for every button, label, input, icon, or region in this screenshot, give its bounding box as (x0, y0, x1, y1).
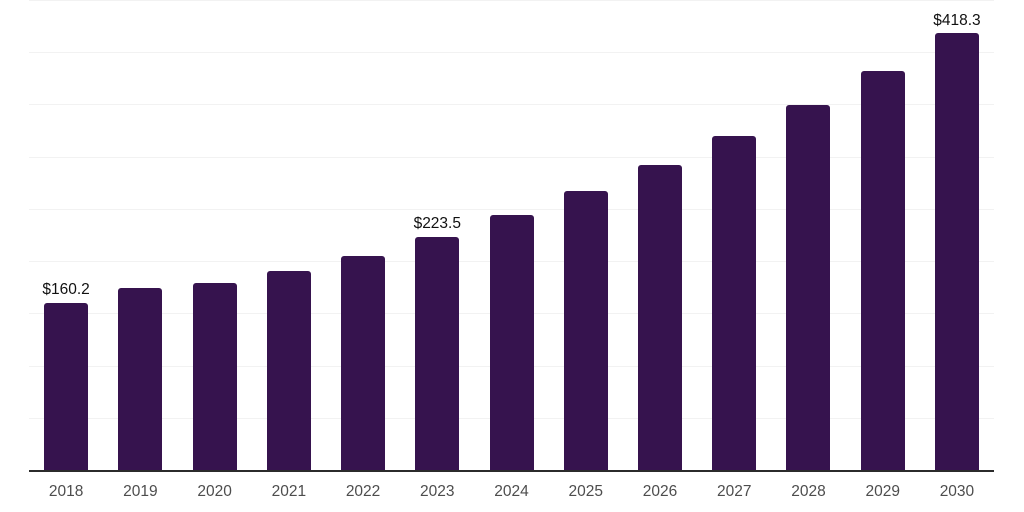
bar-slot-2030: $418.3 (920, 0, 994, 470)
x-axis-line (29, 470, 994, 472)
bar-value-label-2018: $160.2 (42, 281, 90, 299)
bar-slot-2026 (623, 0, 697, 470)
plot-area: $160.2 $223.5 $418.3 (29, 0, 994, 472)
x-tick-label-2027: 2027 (716, 483, 752, 500)
bar-slot-2023: $223.5 (400, 0, 474, 470)
bar-slot-2028 (771, 0, 845, 470)
x-tick-label-2024: 2024 (494, 483, 529, 500)
gridline (29, 104, 994, 106)
x-tick-label-2021: 2021 (271, 483, 307, 500)
gridline (29, 0, 994, 1)
x-tick-label-2029: 2029 (865, 483, 900, 500)
bar-2025 (563, 190, 608, 470)
bar-2027 (712, 136, 757, 470)
bar-slot-2027 (697, 0, 771, 470)
bar-2026 (637, 164, 682, 470)
bar-2029 (860, 70, 905, 470)
bar-slot-2029 (846, 0, 920, 470)
x-tick-label-2020: 2020 (197, 483, 232, 500)
gridline (29, 208, 994, 210)
bar-slot-2018: $160.2 (29, 0, 103, 470)
x-tick-label-2023: 2023 (420, 483, 455, 500)
bar-2021 (266, 270, 311, 470)
bar-2030 (934, 33, 979, 470)
bar-2024 (489, 214, 534, 470)
bar-slot-2021 (252, 0, 326, 470)
x-tick-label-2019: 2019 (123, 483, 158, 500)
bar-value-label-2030: $418.3 (933, 11, 981, 29)
bar-2019 (118, 287, 163, 470)
bar-slot-2020 (177, 0, 251, 470)
x-tick-label-2025: 2025 (568, 483, 603, 500)
x-tick-label-2018: 2018 (48, 483, 84, 500)
bar-value-label-2023: $223.5 (413, 215, 461, 233)
bar-slot-2022 (326, 0, 400, 470)
gridline (29, 156, 994, 158)
bar-2023 (415, 236, 460, 470)
x-tick-label-2026: 2026 (642, 483, 678, 500)
x-tick-label-2028: 2028 (791, 483, 826, 500)
bar-slot-2024 (474, 0, 548, 470)
bar-2018 (44, 302, 89, 470)
x-axis-tick-labels: 2018 2019 2020 2021 2022 2023 2024 2025 2026 2027… (29, 483, 994, 500)
bar-slot-2025 (549, 0, 623, 470)
bars-container: $160.2 $223.5 $418.3 (29, 0, 994, 470)
bar-slot-2019 (103, 0, 177, 470)
bar-2022 (341, 255, 386, 470)
gridline (29, 52, 994, 54)
bar-2020 (192, 283, 237, 470)
x-tick-label-2022: 2022 (345, 483, 381, 500)
bar-2028 (786, 104, 831, 470)
x-tick-label-2030: 2030 (939, 483, 975, 500)
